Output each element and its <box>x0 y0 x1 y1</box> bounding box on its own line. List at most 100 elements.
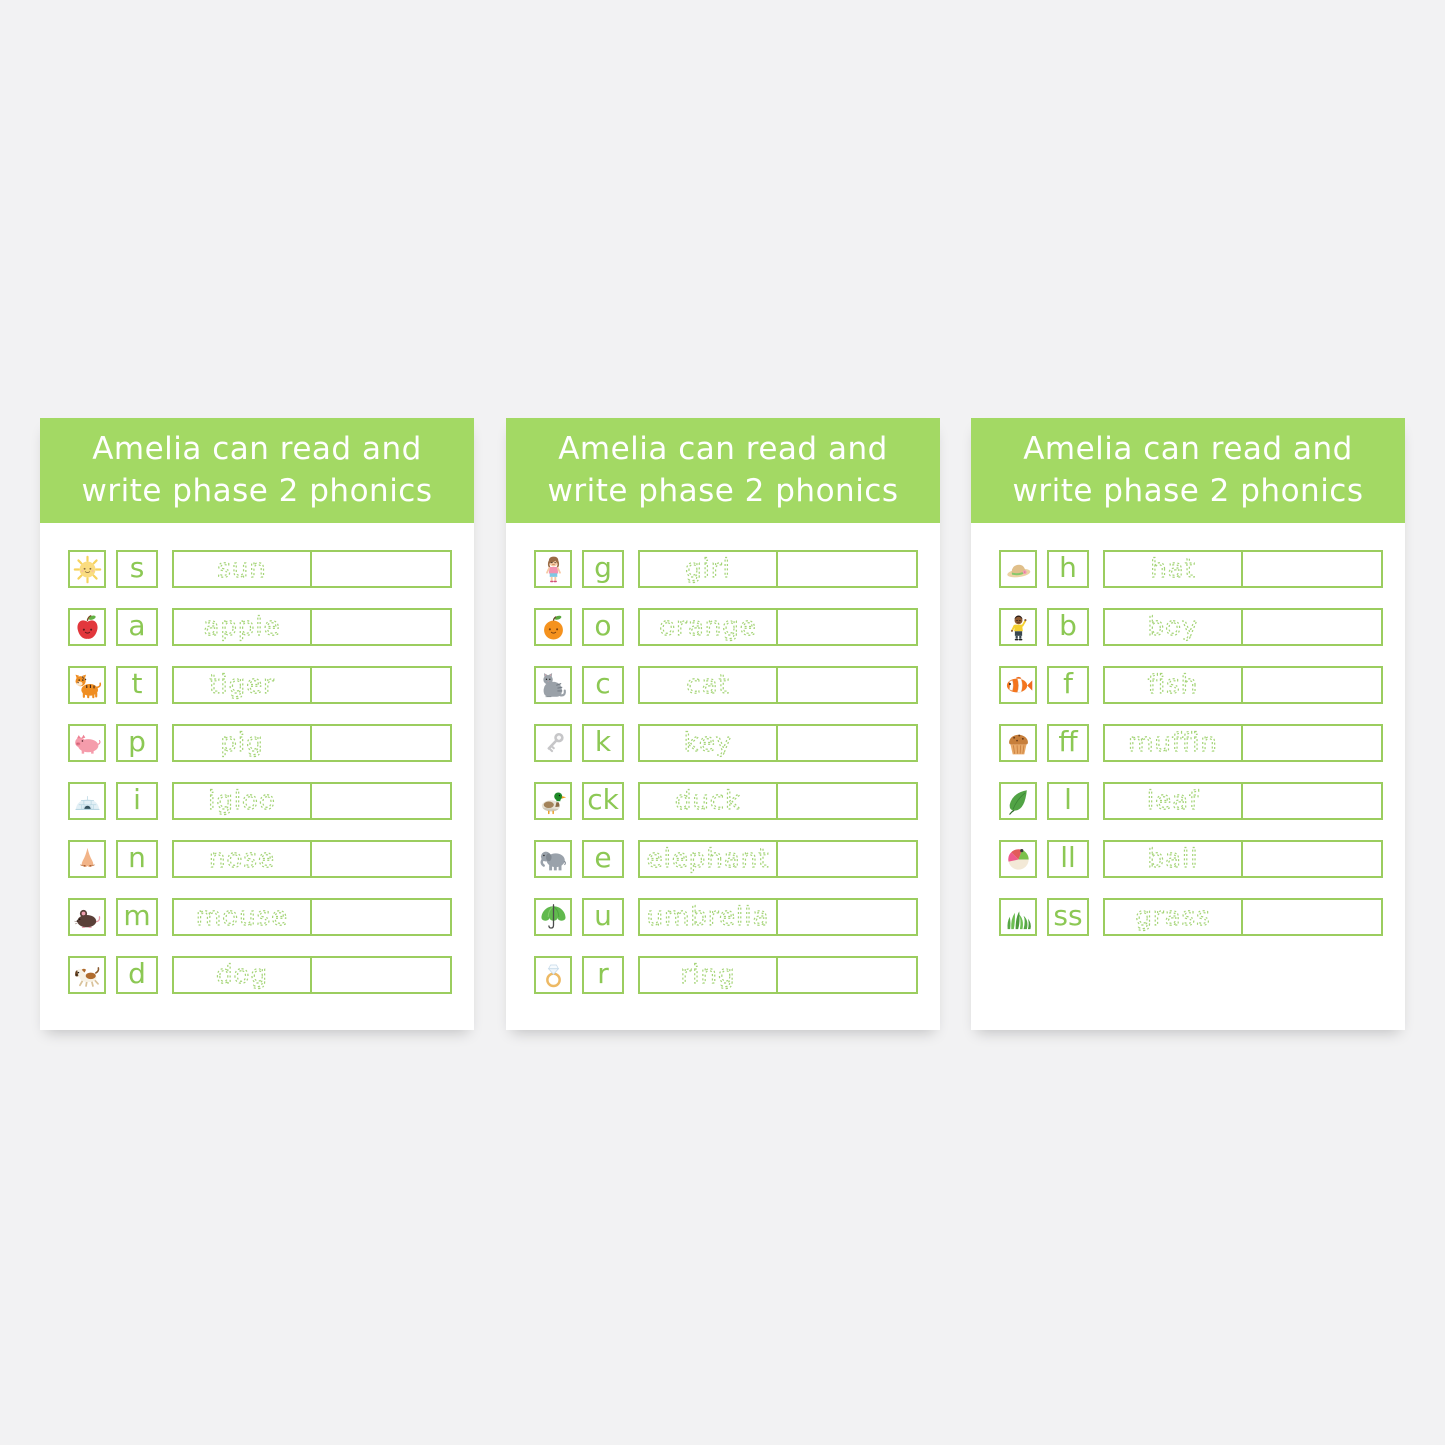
word-box: boy <box>1103 608 1383 646</box>
writing-space <box>778 958 916 992</box>
phonics-row: s sun <box>68 550 452 588</box>
trace-word-cell: key <box>640 726 778 760</box>
writing-space <box>312 842 450 876</box>
grapheme-label: l <box>1064 782 1072 816</box>
grapheme-label: k <box>594 724 612 758</box>
phonics-row: g girl <box>534 550 918 588</box>
worksheet-card-2: Amelia can read and write phase 2 phonics… <box>506 418 940 1030</box>
worksheet-card-1: Amelia can read and write phase 2 phonics… <box>40 418 474 1030</box>
card-header: Amelia can read and write phase 2 phonics <box>506 418 940 523</box>
apple-icon <box>73 613 102 642</box>
phonics-row: a apple <box>68 608 452 646</box>
writing-space <box>778 552 916 586</box>
writing-space <box>778 668 916 702</box>
writing-space <box>778 610 916 644</box>
picture-box <box>999 782 1037 820</box>
trace-word: key <box>684 728 733 758</box>
trace-word: cat <box>686 670 729 700</box>
writing-space <box>312 552 450 586</box>
trace-word: apple <box>203 612 280 642</box>
card-title-line1: Amelia can read and <box>92 431 422 467</box>
grapheme-label: i <box>133 782 141 816</box>
picture-box <box>68 724 106 762</box>
trace-word-cell: umbrella <box>640 900 778 934</box>
trace-word-cell: duck <box>640 784 778 818</box>
phonics-row: m mouse <box>68 898 452 936</box>
fish-icon <box>1004 671 1033 700</box>
picture-box <box>68 608 106 646</box>
grapheme-label: g <box>594 550 612 584</box>
picture-box <box>999 898 1037 936</box>
trace-word-cell: igloo <box>174 784 312 818</box>
grapheme-label: e <box>594 840 612 874</box>
trace-word: tiger <box>209 670 275 700</box>
grapheme-box: g <box>582 550 624 588</box>
trace-word: mouse <box>196 902 288 932</box>
word-box: muffin <box>1103 724 1383 762</box>
grapheme-label: ss <box>1053 898 1083 932</box>
grapheme-label: ll <box>1060 840 1076 874</box>
picture-box <box>999 724 1037 762</box>
trace-word-cell: ring <box>640 958 778 992</box>
writing-space <box>778 900 916 934</box>
picture-box <box>534 898 572 936</box>
trace-word-cell: mouse <box>174 900 312 934</box>
pig-icon <box>73 729 102 758</box>
writing-space <box>778 784 916 818</box>
trace-word-cell: nose <box>174 842 312 876</box>
word-box: mouse <box>172 898 452 936</box>
cat-icon <box>539 671 568 700</box>
picture-box <box>68 898 106 936</box>
card-header: Amelia can read and write phase 2 phonics <box>40 418 474 523</box>
word-box: umbrella <box>638 898 918 936</box>
grapheme-box: h <box>1047 550 1089 588</box>
tiger-icon <box>73 671 102 700</box>
phonics-row: f fish <box>999 666 1383 704</box>
trace-word: sun <box>217 554 267 584</box>
phonics-row: u umbrella <box>534 898 918 936</box>
writing-space <box>1243 610 1381 644</box>
grapheme-box: p <box>116 724 158 762</box>
card-header: Amelia can read and write phase 2 phonics <box>971 418 1405 523</box>
phonics-row: d dog <box>68 956 452 994</box>
trace-word: nose <box>209 844 275 874</box>
grapheme-box: b <box>1047 608 1089 646</box>
word-box: orange <box>638 608 918 646</box>
grapheme-box: e <box>582 840 624 878</box>
word-box: hat <box>1103 550 1383 588</box>
boy-icon <box>1004 613 1033 642</box>
phonics-row: ll ball <box>999 840 1383 878</box>
trace-word: fish <box>1148 670 1198 700</box>
trace-word: duck <box>675 786 741 816</box>
trace-word-cell: ball <box>1105 842 1243 876</box>
grass-icon <box>1004 903 1033 932</box>
trace-word-cell: dog <box>174 958 312 992</box>
grapheme-box: ff <box>1047 724 1089 762</box>
phonics-row: ss grass <box>999 898 1383 936</box>
trace-word: umbrella <box>647 902 770 932</box>
trace-word-cell: boy <box>1105 610 1243 644</box>
trace-word: leaf <box>1147 786 1199 816</box>
trace-word-cell: hat <box>1105 552 1243 586</box>
picture-box <box>534 724 572 762</box>
phonics-row: k key <box>534 724 918 762</box>
sun-icon <box>73 555 102 584</box>
writing-space <box>1243 900 1381 934</box>
writing-space <box>1243 784 1381 818</box>
trace-word: grass <box>1135 902 1210 932</box>
nose-icon <box>73 845 102 874</box>
phonics-row: t tiger <box>68 666 452 704</box>
picture-box <box>534 666 572 704</box>
picture-box <box>68 782 106 820</box>
ring-icon <box>539 961 568 990</box>
grapheme-label: s <box>129 550 145 584</box>
grapheme-box: s <box>116 550 158 588</box>
trace-word: girl <box>685 554 731 584</box>
writing-space <box>1243 726 1381 760</box>
elephant-icon <box>539 845 568 874</box>
writing-space <box>312 784 450 818</box>
grapheme-box: c <box>582 666 624 704</box>
grapheme-box: d <box>116 956 158 994</box>
trace-word: hat <box>1150 554 1196 584</box>
grapheme-box: l <box>1047 782 1089 820</box>
